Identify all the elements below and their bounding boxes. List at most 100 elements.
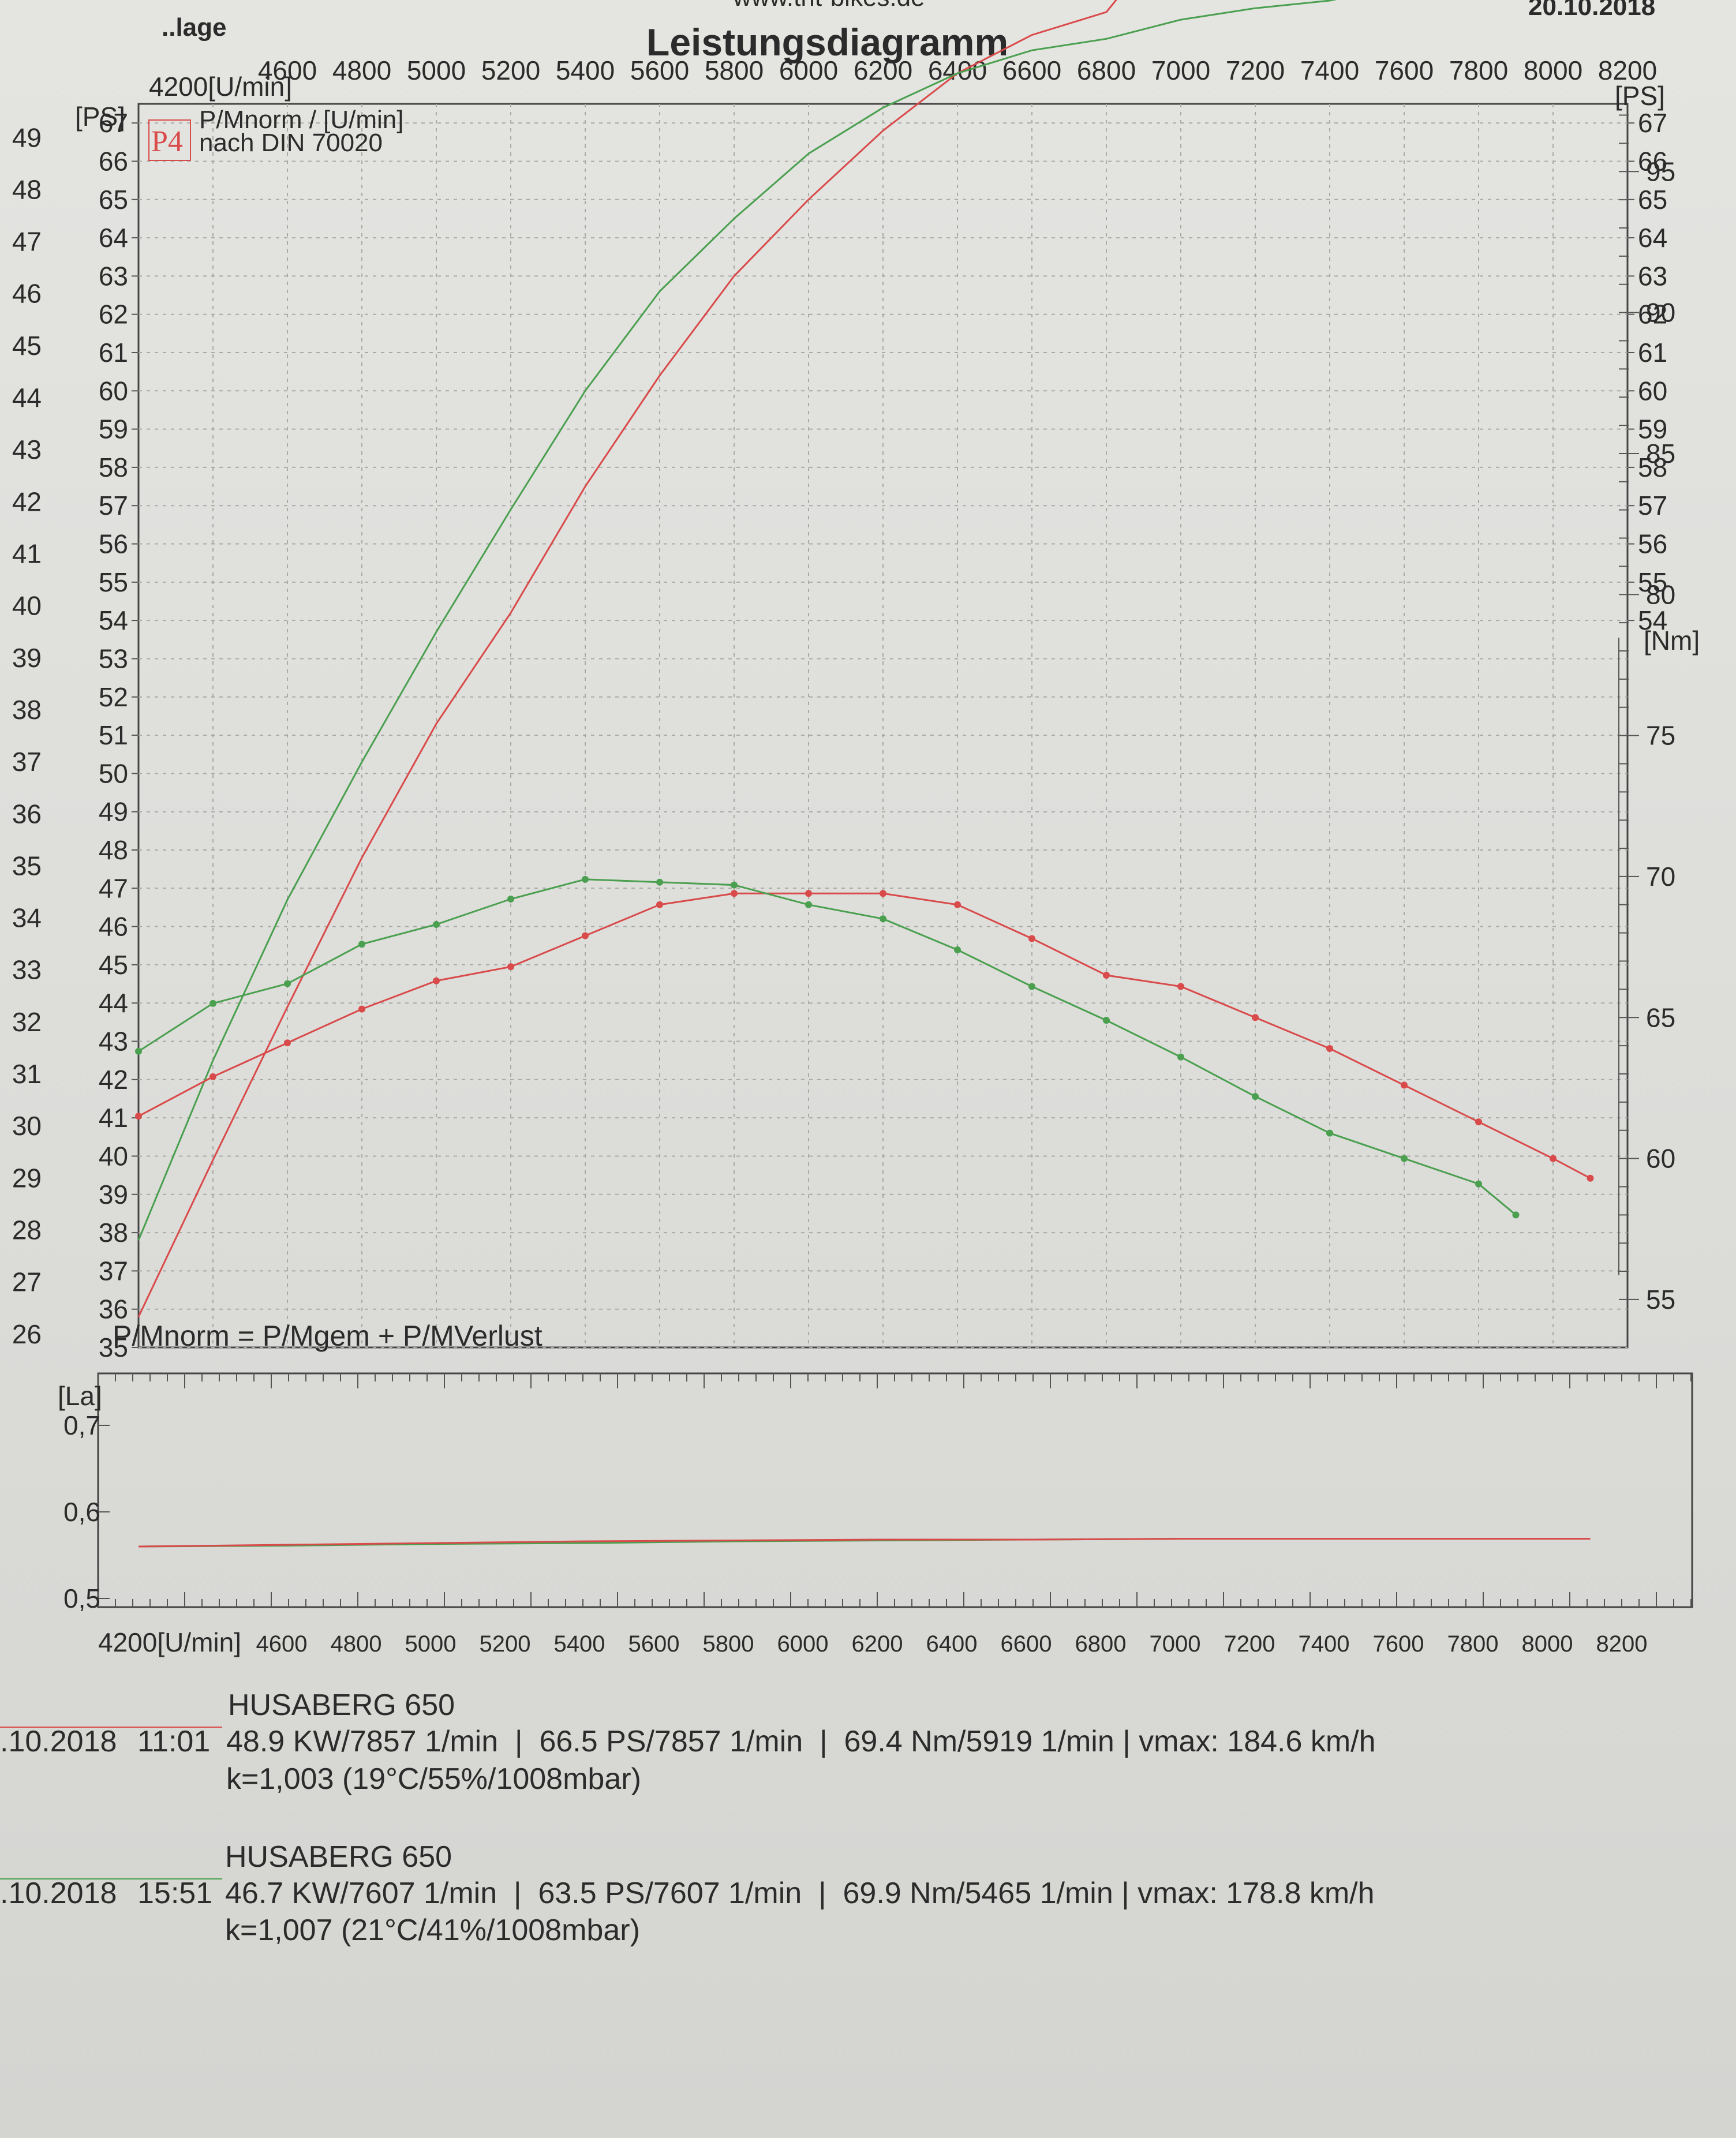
x-tick-top: 7000 (1151, 55, 1210, 85)
x-tick-bottom: 7000 (1150, 1631, 1201, 1657)
ps-tick-left: 48 (99, 835, 128, 865)
x-tick-top: 7800 (1449, 55, 1508, 85)
kw-tick-left: 46 (12, 279, 42, 309)
ps-tick-right: 66 (1638, 146, 1667, 176)
x-tick-top: 6200 (854, 55, 912, 85)
kw-tick-left: 30 (12, 1111, 42, 1141)
legend-line1: P/Mnorm / [U/min] (199, 106, 404, 134)
kw-tick-left: 47 (12, 227, 42, 257)
nm-tick-right: 70 (1646, 862, 1675, 892)
x-tick-bottom: 7400 (1299, 1631, 1350, 1657)
x-tick-bottom: 5000 (405, 1631, 457, 1657)
lambda-axis-label: [La] (58, 1381, 102, 1411)
run1-date: .10.2018 (0, 1725, 117, 1758)
kw-tick-left: 41 (12, 538, 42, 568)
green-torque-point (1475, 1180, 1482, 1188)
formula-text: P/Mnorm = P/Mgem + P/MVerlust (113, 1320, 542, 1352)
x-tick-top: 6000 (779, 55, 838, 85)
red-torque-point (731, 890, 738, 897)
green-torque-point (1103, 1017, 1110, 1024)
green-torque_nm-curve (138, 878, 1517, 1216)
green-torque-point (433, 921, 440, 928)
ps-tick-left: 50 (99, 758, 128, 788)
x-tick-bottom: 6400 (926, 1631, 978, 1657)
red-torque-point (582, 932, 589, 939)
red-lambda-curve (138, 1538, 1591, 1548)
x-axis-top: 4600 4800 5000 5200 5400 5600 5800 6000 6200 6400… (258, 55, 1657, 85)
nm-tick-right: 90 (1646, 298, 1675, 328)
kw-tick-left: 42 (12, 486, 42, 516)
top-x-unit-label: 4200[U/min] (149, 72, 292, 102)
kw-tick-left: 48 (12, 174, 42, 204)
red-torque-point (209, 1073, 216, 1080)
red-torque-point (433, 977, 440, 984)
red-torque-point (880, 890, 886, 897)
legend-logo: P4 (151, 125, 183, 158)
run1-stats: 48.9 KW/7857 1/min | 66.5 PS/7857 1/min … (226, 1725, 1376, 1758)
x-tick-top: 6600 (1002, 55, 1061, 85)
run1-model: HUSABERG 650 (228, 1688, 455, 1722)
kw-tick-left: 36 (12, 799, 42, 829)
green-torque-point (880, 915, 886, 923)
ps-tick-left: 55 (99, 567, 128, 597)
red-power_ps-curve (137, 0, 1117, 1317)
red-torque-point (135, 1113, 142, 1120)
ps-tick-right: 55 (1638, 567, 1667, 597)
x-tick-top: 8000 (1524, 55, 1582, 85)
ps-tick-left: 35 (99, 1332, 128, 1362)
ps-tick-left: 40 (99, 1141, 128, 1171)
kw-tick-left: 31 (12, 1059, 42, 1089)
ps-tick-left: 51 (99, 720, 128, 750)
red-torque_nm-curve (138, 892, 1591, 1180)
green-torque-point (954, 946, 961, 953)
x-tick-bottom: 4800 (331, 1631, 382, 1657)
x-tick-top: 5600 (630, 55, 689, 85)
nm-tick-right: 80 (1646, 579, 1675, 609)
x-tick-bottom: 5600 (628, 1631, 680, 1657)
lambda-y-tick: 0,6 (63, 1497, 100, 1527)
ps-tick-left: 59 (99, 414, 128, 444)
kw-tick-left: 34 (12, 903, 42, 933)
x-tick-top: 5200 (481, 55, 540, 85)
bottom-x-unit-label: 4200[U/min] (98, 1627, 241, 1657)
kw-tick-left: 32 (12, 1007, 42, 1037)
ps-tick-right: 67 (1638, 108, 1667, 138)
x-tick-bottom: 7800 (1447, 1631, 1499, 1657)
red-torque-point (1587, 1174, 1594, 1182)
ps-tick-left: 39 (99, 1180, 128, 1210)
red-torque-point (954, 901, 961, 908)
green-torque-point (805, 901, 812, 908)
red-torque-point (358, 1005, 365, 1013)
red-torque-point (284, 1039, 291, 1047)
ps-tick-left: 62 (99, 299, 128, 330)
x-tick-bottom: 7200 (1224, 1631, 1275, 1657)
ps-tick-left: 57 (99, 490, 128, 521)
x-tick-top: 7400 (1300, 55, 1359, 85)
x-tick-top: 6400 (928, 55, 987, 85)
green-torque-point (358, 941, 365, 948)
green-torque-point (1512, 1211, 1520, 1219)
green-torque-point (582, 875, 589, 883)
green-torque-point (1177, 1053, 1184, 1061)
x-tick-bottom: 4600 (256, 1631, 308, 1657)
kw-tick-left: 43 (12, 435, 42, 465)
ps-tick-left: 53 (99, 643, 128, 673)
lambda-plot-frame (97, 1372, 1693, 1608)
red-torque-point (656, 901, 663, 908)
lambda-curve-group (138, 1538, 1591, 1548)
x-tick-top: 7200 (1226, 55, 1285, 85)
ps-tick-right: 56 (1638, 529, 1667, 559)
ps-tick-right: 63 (1638, 261, 1667, 291)
ps-tick-right: 65 (1638, 185, 1667, 215)
x-tick-bottom: 5200 (480, 1631, 531, 1657)
run2-model: HUSABERG 650 (225, 1840, 452, 1874)
main-grid (139, 104, 1628, 1348)
x-tick-bottom: 5800 (703, 1631, 754, 1657)
red-torque-point (1028, 935, 1035, 942)
red-torque-point (1326, 1045, 1333, 1053)
y-axis-left-ps: 35 36 37 38 39 40 41 42 43 44 45 46 47 48 49 50 51 52 53 54… (99, 108, 139, 1362)
ps-tick-left: 43 (99, 1027, 128, 1057)
ps-tick-right: 62 (1638, 299, 1667, 330)
